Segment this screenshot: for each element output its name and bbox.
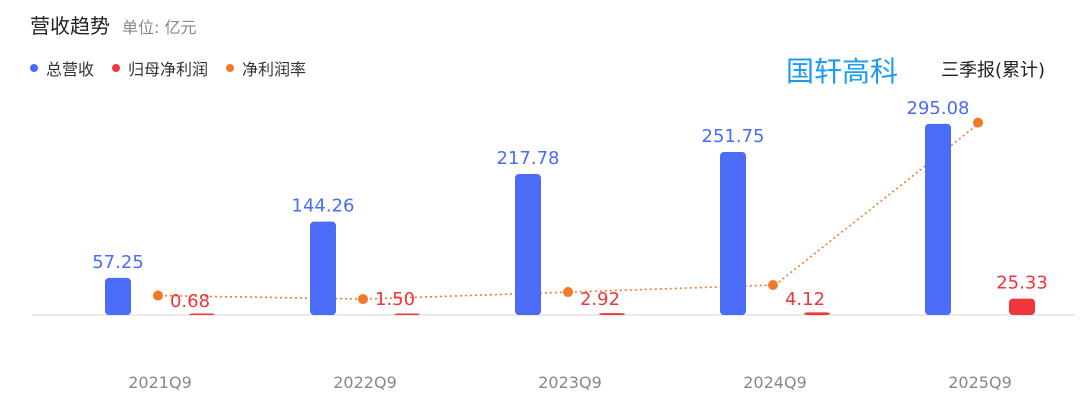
data-label-revenue: 295.08 xyxy=(907,98,970,119)
legend-item-net-profit[interactable]: 归母净利润 xyxy=(112,56,208,80)
bar-net-profit xyxy=(599,313,625,315)
data-label-revenue: 251.75 xyxy=(702,126,765,147)
data-label-net-profit: 0.68 xyxy=(170,291,210,312)
bar-revenue xyxy=(515,173,541,315)
legend-dot-net-profit xyxy=(112,64,121,72)
bar-revenue xyxy=(105,277,131,315)
bar-revenue xyxy=(310,221,336,315)
legend-item-margin[interactable]: 净利润率 xyxy=(226,56,306,80)
margin-point xyxy=(973,117,983,128)
data-label-net-profit: 2.92 xyxy=(580,289,620,310)
x-tick-label: 2025Q9 xyxy=(948,373,1012,392)
bar-net-profit xyxy=(1009,298,1035,315)
report-type: 三季报(累计) xyxy=(941,60,1046,81)
legend-dot-margin xyxy=(226,64,235,72)
data-label-revenue: 57.25 xyxy=(92,252,144,273)
margin-line xyxy=(159,122,981,300)
bar-net-profit xyxy=(189,313,215,315)
x-tick-label: 2023Q9 xyxy=(538,373,602,392)
chart-title-text: 营收趋势 xyxy=(30,14,110,38)
data-label-net-profit: 4.12 xyxy=(785,289,825,310)
legend-label-margin: 净利润率 xyxy=(242,60,307,79)
margin-point xyxy=(153,290,163,301)
company-name: 国轩高科 xyxy=(786,55,899,88)
margin-point xyxy=(768,280,778,291)
data-label-revenue: 217.78 xyxy=(497,148,560,169)
legend-label-net-profit: 归母净利润 xyxy=(128,60,209,79)
x-tick-label: 2022Q9 xyxy=(333,373,397,392)
unit-label: 单位: 亿元 xyxy=(122,18,197,37)
x-tick-label: 2021Q9 xyxy=(128,373,192,392)
x-tick-label: 2024Q9 xyxy=(743,373,807,392)
bar-net-profit xyxy=(394,313,420,315)
margin-point xyxy=(563,287,573,298)
legend: 总营收 归母净利润 净利润率 xyxy=(30,56,306,80)
bar-revenue xyxy=(925,123,951,316)
bar-revenue xyxy=(720,151,746,315)
chart-title: 营收趋势 单位: 亿元 xyxy=(30,10,196,39)
legend-label-revenue: 总营收 xyxy=(46,60,95,79)
data-label-net-profit: 1.50 xyxy=(375,289,415,310)
bar-net-profit xyxy=(804,312,830,315)
margin-point xyxy=(358,294,368,305)
legend-dot-revenue xyxy=(30,64,38,72)
legend-item-revenue[interactable]: 总营收 xyxy=(30,56,94,80)
data-label-net-profit: 25.33 xyxy=(996,273,1048,294)
data-label-revenue: 144.26 xyxy=(292,196,355,217)
